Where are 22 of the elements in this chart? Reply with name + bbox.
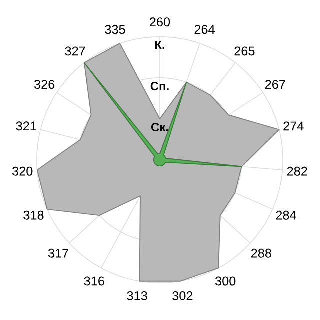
spoke-label: 326 bbox=[34, 80, 55, 90]
spoke-label: 335 bbox=[105, 25, 126, 34]
spoke-label: 302 bbox=[172, 291, 193, 300]
spoke-label: 321 bbox=[16, 122, 36, 131]
spoke-label: 313 bbox=[127, 291, 148, 300]
spoke-label: 300 bbox=[216, 276, 236, 286]
y-tick-label: К. bbox=[155, 40, 165, 50]
spoke-label: 264 bbox=[194, 25, 215, 34]
spoke-label: 316 bbox=[84, 276, 104, 286]
spoke-label: 317 bbox=[48, 248, 69, 258]
spoke-label: 318 bbox=[24, 210, 44, 220]
spoke-label: 265 bbox=[234, 46, 255, 56]
spoke-label: 260 bbox=[150, 18, 170, 27]
y-tick-label: Ск. bbox=[151, 123, 168, 132]
spoke-label: 327 bbox=[65, 46, 86, 56]
spoke-label: 288 bbox=[251, 248, 272, 258]
spoke-label: 274 bbox=[284, 122, 304, 131]
y-tick-label: Сп. bbox=[150, 82, 169, 91]
spoke-label: 320 bbox=[12, 166, 33, 176]
spoke-label: 267 bbox=[265, 80, 286, 90]
spoke-label: 282 bbox=[287, 166, 308, 176]
spoke-label: 284 bbox=[276, 210, 296, 220]
